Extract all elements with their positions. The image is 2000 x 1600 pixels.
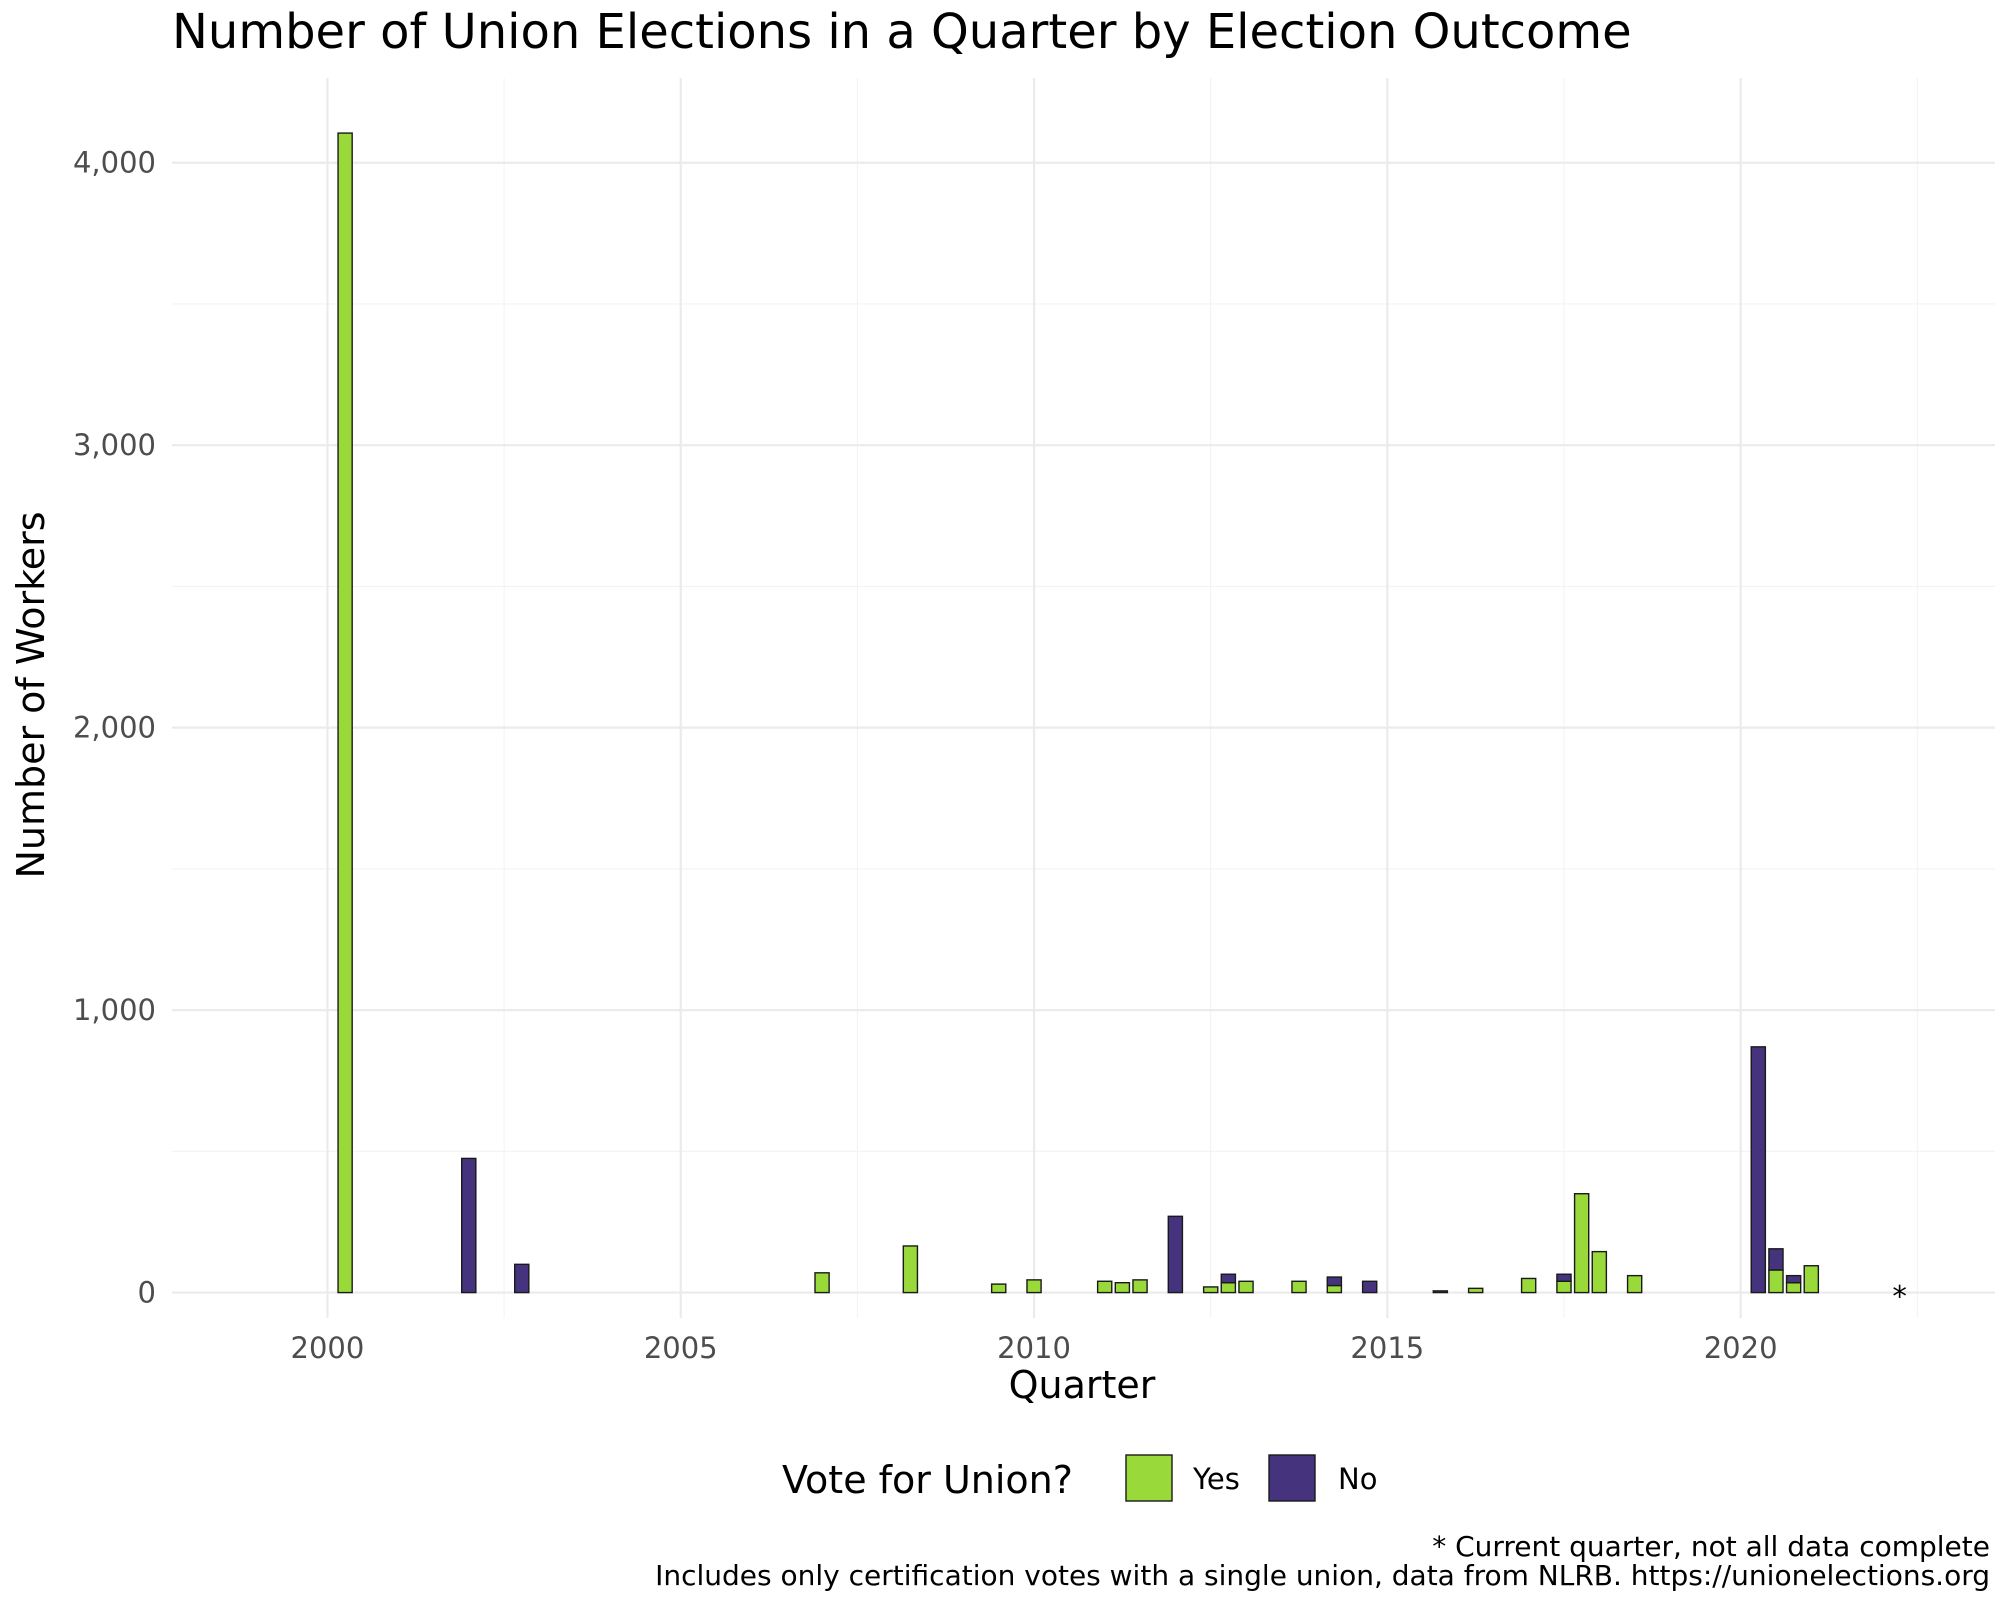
- bar-yes: [1326, 1284, 1343, 1294]
- bar-yes: [1220, 1281, 1237, 1294]
- x-tick-label: 2015: [1350, 1331, 1424, 1365]
- x-tick-label: 2020: [1704, 1331, 1778, 1365]
- y-tick-label: 1,000: [73, 993, 156, 1027]
- bar-no: [461, 1157, 477, 1294]
- bar-yes: [1202, 1286, 1219, 1294]
- bar-yes: [814, 1272, 830, 1294]
- bar-yes: [1591, 1250, 1608, 1294]
- bar-no: [1361, 1280, 1378, 1294]
- y-axis-title: Number of Workers: [9, 511, 53, 878]
- bar-no: [1432, 1290, 1449, 1294]
- x-axis: 2000 2005 2010 2015 2020: [291, 1331, 1778, 1365]
- bar-yes: [1291, 1280, 1307, 1294]
- bar-yes: [1467, 1287, 1484, 1294]
- y-tick-label: 2,000: [73, 711, 156, 745]
- bar-yes: [1556, 1280, 1572, 1294]
- bar-yes: [990, 1283, 1007, 1294]
- caption-source: Includes only certification votes with a…: [655, 1559, 1990, 1592]
- bar-yes: [1026, 1279, 1042, 1294]
- bars: [337, 132, 1820, 1294]
- bar-no: [1167, 1215, 1184, 1294]
- bar-no: [1785, 1274, 1802, 1284]
- chart-title: Number of Union Elections in a Quarter b…: [172, 4, 1632, 60]
- x-tick-label: 2005: [644, 1331, 718, 1365]
- legend-label-yes: Yes: [1192, 1462, 1240, 1496]
- y-axis: 0 1,000 2,000 3,000 4,000: [73, 146, 156, 1310]
- bar-yes: [1626, 1274, 1643, 1294]
- bar-no: [1750, 1046, 1767, 1294]
- y-tick-label: 3,000: [73, 428, 156, 462]
- legend-title: Vote for Union?: [782, 1458, 1073, 1502]
- bar-no: [1220, 1273, 1237, 1284]
- bar-no: [1326, 1276, 1343, 1287]
- bar-yes: [902, 1245, 919, 1294]
- annotations: *: [1892, 1280, 1907, 1314]
- caption-note: * Current quarter, not all data complete: [1432, 1530, 1990, 1563]
- bar-no: [513, 1263, 530, 1294]
- bar-yes: [1785, 1281, 1802, 1294]
- y-tick-label: 4,000: [73, 146, 156, 180]
- bar-no: [1768, 1248, 1784, 1271]
- x-tick-label: 2000: [291, 1331, 365, 1365]
- annotation-current-quarter: *: [1892, 1280, 1907, 1314]
- bar-yes: [1803, 1265, 1820, 1294]
- bar-yes: [1114, 1281, 1131, 1294]
- legend-label-no: No: [1338, 1462, 1377, 1496]
- x-tick-label: 2010: [997, 1331, 1071, 1365]
- bar-yes: [1520, 1277, 1537, 1294]
- bar-yes: [1238, 1280, 1254, 1294]
- grid: [172, 78, 1995, 1318]
- legend-swatch-yes: [1125, 1454, 1173, 1502]
- legend: Vote for Union? Yes No: [782, 1454, 1377, 1502]
- bar-yes: [1132, 1279, 1148, 1294]
- bar-no: [1556, 1273, 1572, 1282]
- bar-yes: [1573, 1193, 1590, 1294]
- legend-swatch-no: [1268, 1454, 1316, 1502]
- bar-yes: [337, 132, 353, 1294]
- y-tick-label: 0: [138, 1276, 156, 1310]
- bar-yes: [1096, 1280, 1113, 1294]
- bar-yes: [1768, 1269, 1784, 1294]
- x-axis-title: Quarter: [1009, 1363, 1156, 1407]
